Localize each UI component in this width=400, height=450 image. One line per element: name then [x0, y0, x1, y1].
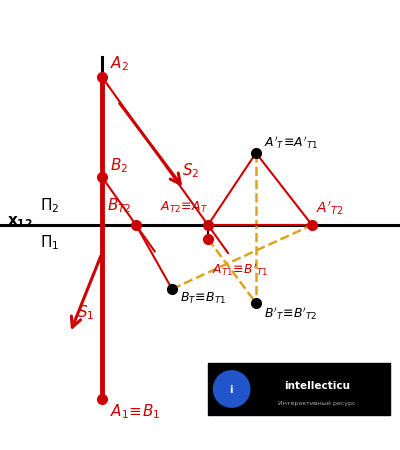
Text: $S_2$: $S_2$	[182, 161, 199, 180]
Text: $A'_T\!\equiv\!A'_{T1}$: $A'_T\!\equiv\!A'_{T1}$	[264, 135, 318, 151]
Text: $B_{T2}$: $B_{T2}$	[107, 196, 132, 215]
Text: intellecticu: intellecticu	[284, 382, 350, 392]
Text: $B_T\!\equiv\!B_{T1}$: $B_T\!\equiv\!B_{T1}$	[180, 291, 226, 306]
Text: $A_{T1}\!\equiv\!B'_{T1}$: $A_{T1}\!\equiv\!B'_{T1}$	[212, 261, 268, 278]
Text: $A_{T2}\!\equiv\!A_T$: $A_{T2}\!\equiv\!A_T$	[160, 200, 208, 215]
Text: $A'_{T2}$: $A'_{T2}$	[316, 199, 344, 217]
Text: $A_1\!\equiv\!B_1$: $A_1\!\equiv\!B_1$	[110, 402, 160, 421]
Text: $\mathbf{i}$: $\mathbf{i}$	[229, 383, 234, 395]
Text: $B_2$: $B_2$	[110, 156, 128, 175]
Text: $\mathbf{x_{12}}$: $\mathbf{x_{12}}$	[7, 214, 33, 230]
Text: Интерактивный ресурс: Интерактивный ресурс	[278, 401, 356, 406]
Text: $B'_T\!\equiv\!B'_{T2}$: $B'_T\!\equiv\!B'_{T2}$	[264, 305, 318, 322]
Text: $\Pi_2$: $\Pi_2$	[40, 196, 59, 215]
Text: $A_2$: $A_2$	[110, 54, 129, 73]
Text: $\Pi_1$: $\Pi_1$	[40, 234, 59, 252]
Text: $S_1$: $S_1$	[77, 303, 94, 322]
Bar	[208, 363, 390, 415]
Circle shape	[214, 371, 250, 407]
